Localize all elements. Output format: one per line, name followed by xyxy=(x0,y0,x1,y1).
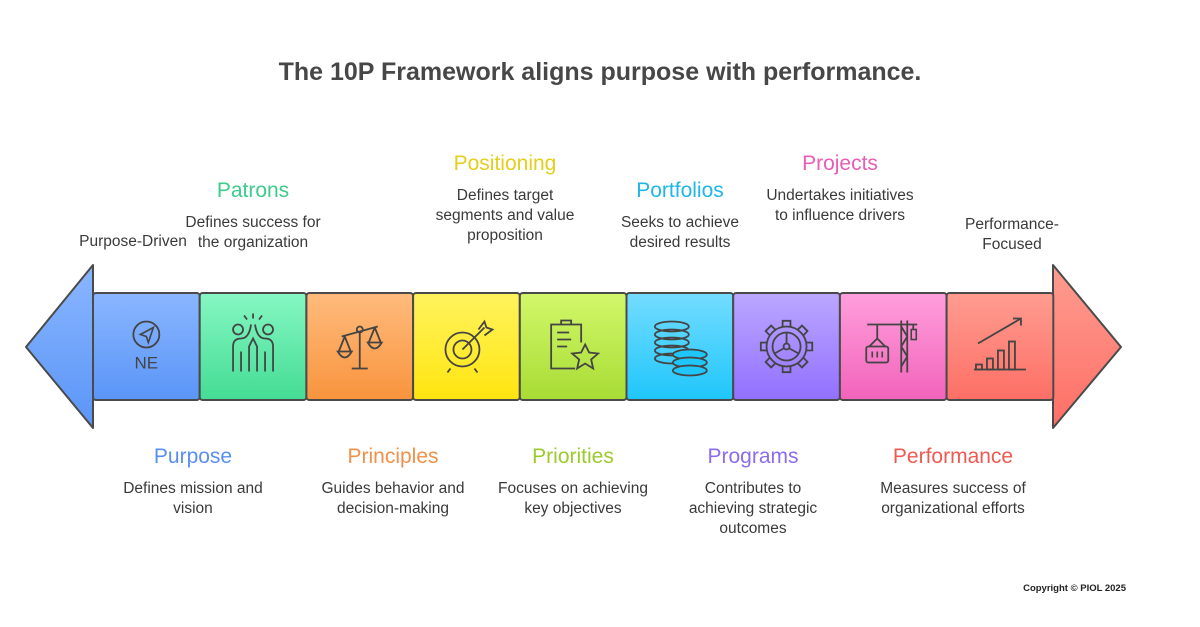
box-purpose: NE xyxy=(92,292,201,401)
crane-icon xyxy=(865,320,918,373)
item-description: Guides behavior and decision-making xyxy=(321,480,465,517)
clipboard-star-icon xyxy=(550,319,601,371)
page-title: The 10P Framework aligns purpose with pe… xyxy=(278,58,922,86)
item-title: Purpose xyxy=(153,445,233,468)
item-title: Performance xyxy=(892,445,1014,468)
left-arrowhead xyxy=(25,264,94,429)
item-title: Programs xyxy=(707,445,799,468)
compass-icon: NE xyxy=(132,320,161,373)
label-performance: Performance Measures success of organizat… xyxy=(853,444,1053,519)
item-description: Measures success of organizational effor… xyxy=(880,480,1026,517)
box-principles xyxy=(305,292,415,401)
item-title: Priorities xyxy=(532,445,614,468)
growth-chart-icon xyxy=(973,317,1026,371)
item-description: Focuses on achieving key objectives xyxy=(498,480,648,517)
label-purpose: Purpose Defines mission and vision xyxy=(93,444,293,519)
copyright: Copyright © PIOL 2025 xyxy=(1023,583,1126,594)
coins-icon xyxy=(653,320,708,377)
target-icon xyxy=(444,319,495,374)
box-portfolios xyxy=(625,292,735,401)
item-title: Patrons xyxy=(216,179,290,202)
gear-icon xyxy=(759,319,814,374)
box-positioning xyxy=(412,292,521,401)
box-programs xyxy=(732,292,841,401)
item-description: Defines target segments and value propos… xyxy=(435,187,575,244)
label-positioning: Positioning Defines target segments and v… xyxy=(405,151,605,246)
item-description: Seeks to achieve desired results xyxy=(620,214,740,251)
scales-icon xyxy=(336,325,384,370)
high-five-icon xyxy=(232,313,274,372)
box-performance xyxy=(945,292,1055,401)
item-title: Principles xyxy=(347,445,439,468)
item-title: Projects xyxy=(802,152,878,175)
label-portfolios: Portfolios Seeks to achieve desired resul… xyxy=(580,178,780,253)
item-title: Positioning xyxy=(453,152,557,175)
left-end-label: Purpose-Driven xyxy=(79,233,187,250)
box-projects xyxy=(838,292,948,401)
item-description: Defines success for the organization xyxy=(185,214,321,251)
item-description: Defines mission and vision xyxy=(123,480,263,517)
box-patrons xyxy=(198,292,308,401)
item-title: Portfolios xyxy=(636,179,724,202)
label-priorities: Priorities Focuses on achieving key objec… xyxy=(473,444,673,519)
label-patrons: Patrons Defines success for the organizat… xyxy=(153,178,353,253)
right-arrowhead xyxy=(1052,264,1122,429)
box-priorities xyxy=(518,292,628,401)
svg-text:NE: NE xyxy=(135,354,159,373)
label-principles: Principles Guides behavior and decision-m… xyxy=(293,444,493,519)
label-programs: Programs Contributes to achieving strateg… xyxy=(653,444,853,539)
label-projects: Projects Undertakes initiatives to influe… xyxy=(740,151,940,226)
item-description: Contributes to achieving strategic outco… xyxy=(688,480,818,537)
right-end-label: Performance- Focused xyxy=(965,216,1059,253)
item-description: Undertakes initiatives to influence driv… xyxy=(766,187,914,224)
